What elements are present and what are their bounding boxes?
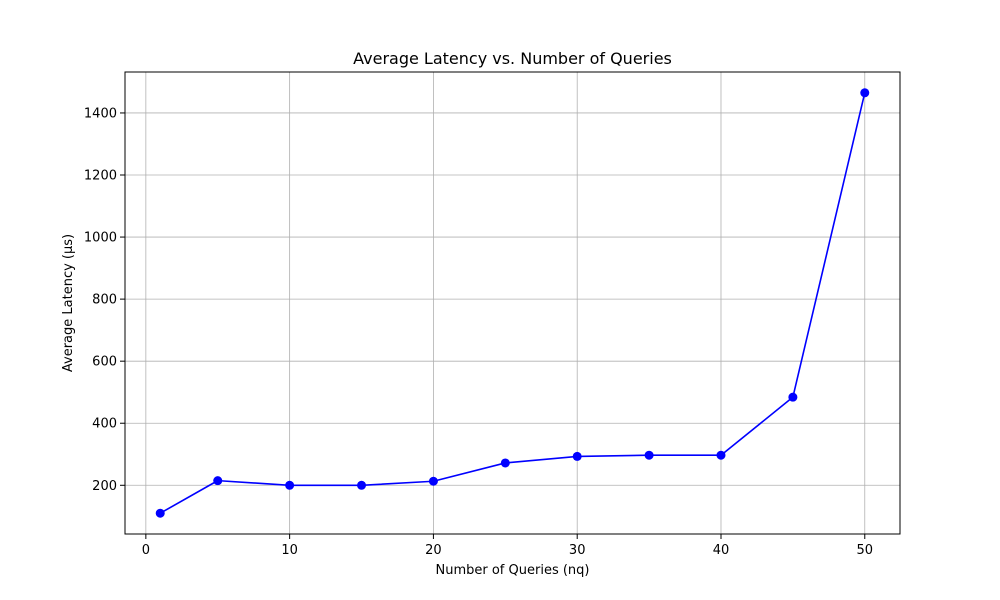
x-tick-label: 20 bbox=[425, 543, 442, 558]
y-tick-label: 200 bbox=[92, 479, 117, 494]
x-tick-label: 0 bbox=[142, 543, 150, 558]
data-point bbox=[644, 450, 654, 460]
data-point bbox=[716, 450, 726, 460]
x-axis-label: Number of Queries (nq) bbox=[436, 563, 590, 578]
y-tick-label: 800 bbox=[92, 293, 117, 308]
axis-ticks: 0 10 20 30 40 50 200 400 600 800 1000 1200 1400 bbox=[84, 106, 873, 558]
y-tick-label: 1400 bbox=[84, 106, 117, 121]
data-point bbox=[155, 508, 165, 518]
x-tick-label: 10 bbox=[281, 543, 298, 558]
plot-background bbox=[125, 72, 900, 534]
data-point bbox=[213, 476, 223, 486]
plot-frame bbox=[124, 71, 901, 535]
data-point bbox=[285, 480, 295, 490]
data-point bbox=[572, 451, 582, 461]
data-point bbox=[357, 480, 367, 490]
x-tick-label: 40 bbox=[713, 543, 730, 558]
y-tick-label: 1200 bbox=[84, 169, 117, 184]
data-point bbox=[788, 392, 798, 402]
y-axis-label: Average Latency (µs) bbox=[61, 234, 76, 372]
x-tick-label: 30 bbox=[569, 543, 586, 558]
y-tick-label: 400 bbox=[92, 417, 117, 432]
series-layer bbox=[155, 88, 870, 518]
x-tick-label: 50 bbox=[856, 543, 873, 558]
chart-title: Average Latency vs. Number of Queries bbox=[353, 49, 672, 68]
y-tick-label: 1000 bbox=[84, 231, 117, 246]
y-tick-label: 600 bbox=[92, 355, 117, 370]
data-point bbox=[428, 476, 438, 486]
grid bbox=[125, 72, 900, 534]
data-point bbox=[500, 458, 510, 468]
data-point bbox=[860, 88, 870, 98]
